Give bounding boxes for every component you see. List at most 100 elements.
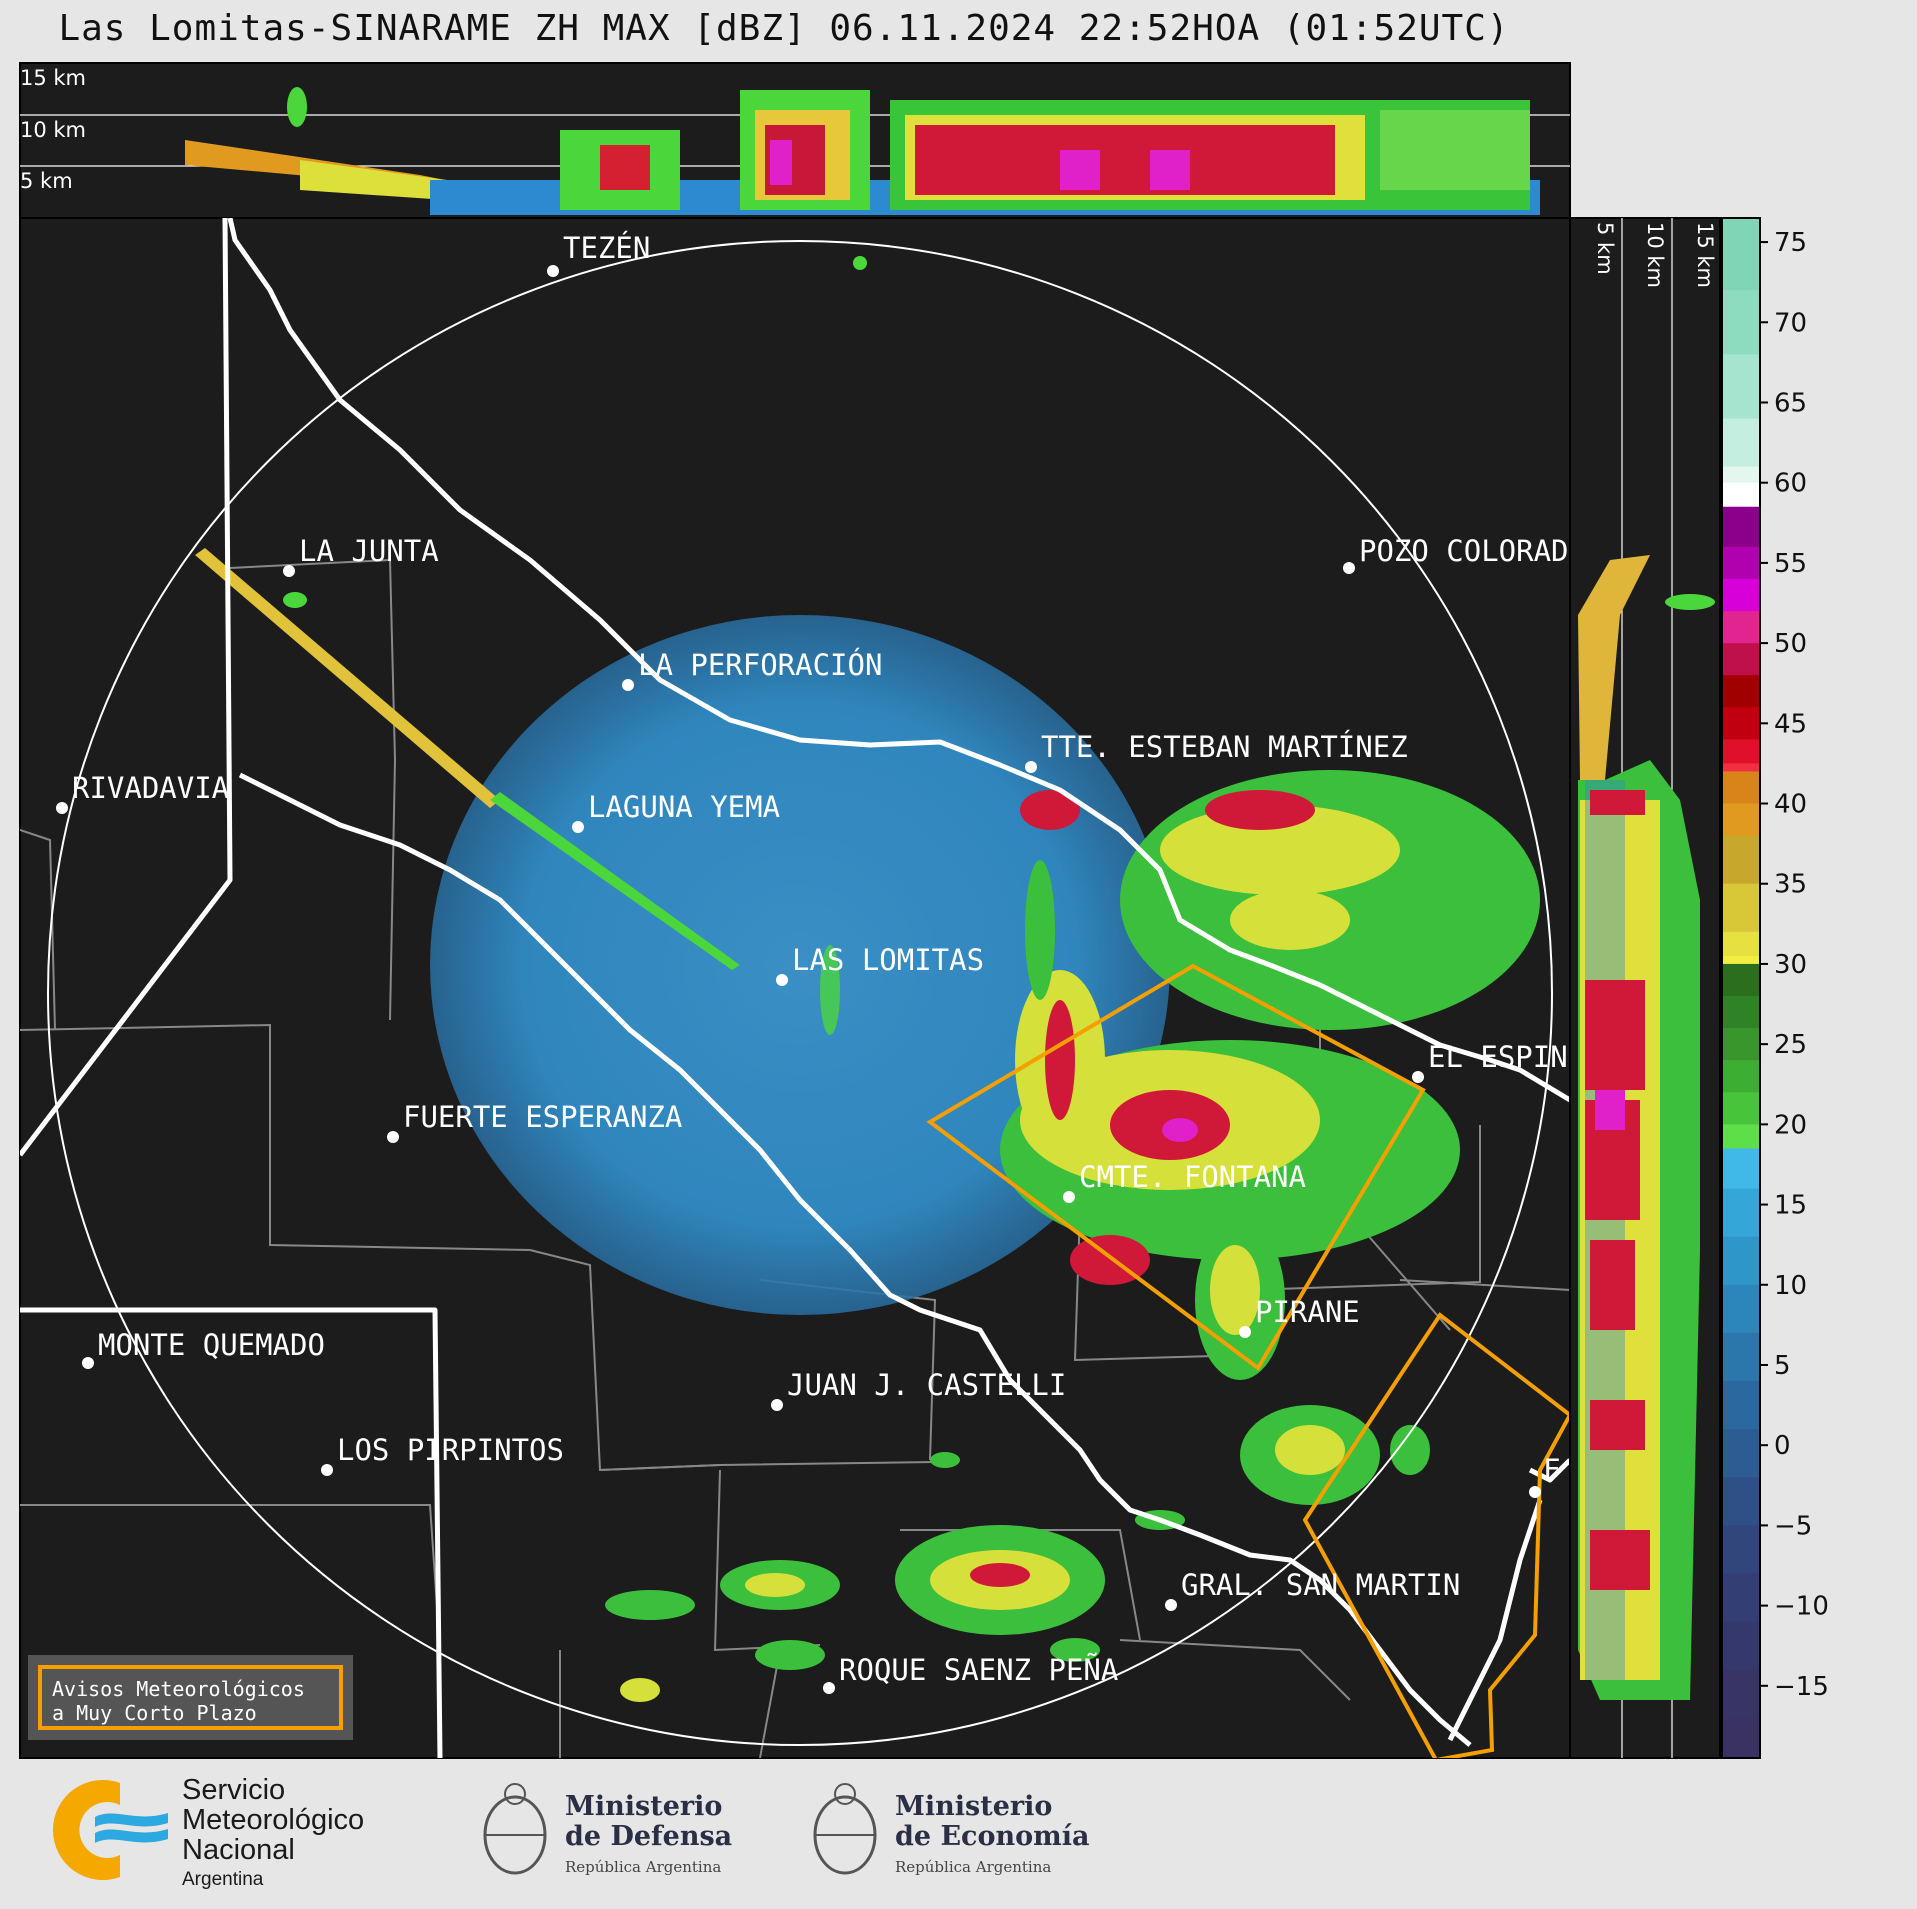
colorbar-segment: [1722, 1028, 1760, 1061]
map-title: Las Lomitas-SINARAME ZH MAX [dBZ] 06.11.…: [58, 8, 1510, 49]
colorbar-tick-label: 65: [1774, 388, 1807, 418]
place-dot: [321, 1464, 333, 1476]
colorbar-tick-label: −15: [1774, 1672, 1829, 1702]
colorbar-segment: [1722, 218, 1760, 291]
warning-polygon-2: [1302, 1312, 1570, 1758]
place-label: POZO COLORAD: [1359, 534, 1569, 568]
smn-logo: Servicio Meteorológico Nacional Argentin…: [50, 1774, 420, 1890]
colorbar-segment: [1722, 1060, 1760, 1093]
colorbar-segment: [1722, 546, 1760, 580]
colorbar-segment: [1722, 643, 1760, 676]
colorbar-segment: [1722, 466, 1760, 484]
colorbar-segment: [1722, 739, 1760, 764]
colorbar-segment: [1722, 418, 1760, 468]
colorbar-segment: [1722, 1236, 1760, 1286]
colorbar-segment: [1722, 955, 1760, 965]
colorbar-segment: [1722, 883, 1760, 933]
colorbar-tick-label: −10: [1774, 1592, 1829, 1622]
colorbar-segment: [1722, 763, 1760, 772]
economia-line2: de Economía: [895, 1821, 1090, 1852]
place-label: FUERTE ESPERANZA: [403, 1100, 682, 1134]
colorbar-segment: [1722, 1284, 1760, 1334]
place-label: CMTE. FONTANA: [1079, 1160, 1306, 1194]
colorbar-tick-label: 70: [1774, 308, 1807, 338]
warnings-legend: Avisos Meteorológicos a Muy Corto Plazo: [28, 1655, 353, 1740]
place-dot: [56, 802, 68, 814]
defensa-line1: Ministerio: [565, 1791, 723, 1822]
colorbar-tick-label: 60: [1774, 469, 1807, 499]
place-dot: [387, 1131, 399, 1143]
place-label: MONTE QUEMADO: [98, 1328, 325, 1362]
smn-line2: Meteorológico: [182, 1804, 365, 1836]
coat-of-arms-icon: [483, 1783, 547, 1875]
radar-map: TEZÉN LA JUNTA POZO COLORAD LA PERFORACI…: [19, 217, 1571, 1759]
colorbar-segment: [1722, 578, 1760, 612]
colorbar-tick-label: 5: [1774, 1351, 1791, 1381]
side-alt-label-15: 15 km: [1693, 222, 1717, 288]
economia-line1: Ministerio: [895, 1791, 1053, 1822]
colorbar-segment: [1722, 506, 1760, 548]
place-dot: [283, 565, 295, 577]
defensa-line3: República Argentina: [565, 1858, 722, 1876]
colorbar-segment: [1722, 803, 1760, 837]
warning-polygon-1: [926, 963, 1426, 1371]
place-dot: [1165, 1599, 1177, 1611]
colorbar-tick-label: 0: [1774, 1431, 1791, 1461]
place-dot: [82, 1357, 94, 1369]
warnings-legend-line2: a Muy Corto Plazo: [52, 1701, 257, 1725]
colorbar-segment: [1722, 1429, 1760, 1478]
warnings-legend-line1: Avisos Meteorológicos: [52, 1677, 305, 1701]
colorbar-segment: [1722, 354, 1760, 420]
colorbar-segment: [1722, 1477, 1760, 1526]
side-alt-label-10: 10 km: [1643, 222, 1667, 288]
colorbar-segment: [1722, 1148, 1760, 1190]
coat-of-arms-icon: [813, 1783, 877, 1875]
colorbar-tick-label: 25: [1774, 1030, 1807, 1060]
place-dot: [776, 974, 788, 986]
place-label: JUAN J. CASTELLI: [787, 1368, 1066, 1402]
place-label: TTE. ESTEBAN MARTÍNEZ: [1041, 730, 1408, 764]
colorbar-segment: [1722, 1669, 1760, 1719]
colorbar-tick-label: 30: [1774, 950, 1807, 980]
place-dot: [1529, 1486, 1541, 1498]
colorbar-tick-label: 50: [1774, 629, 1807, 659]
place-dot: [771, 1399, 783, 1411]
place-label: LA JUNTA: [299, 534, 439, 568]
storm-echoes: [283, 256, 1540, 1702]
place-dot: [1239, 1326, 1251, 1338]
smn-line1: Servicio: [182, 1774, 286, 1806]
smn-line4: Argentina: [182, 1869, 264, 1890]
place-dot: [547, 265, 559, 277]
place-dot: [1025, 761, 1037, 773]
place-label: LAS LOMITAS: [792, 943, 984, 977]
place-label: EL ESPIN: [1428, 1040, 1568, 1074]
side-alt-label-5: 5 km: [1593, 222, 1617, 275]
place-dot: [1412, 1071, 1424, 1083]
colorbar-segment: [1722, 1525, 1760, 1575]
colorbar-tick-label: 20: [1774, 1110, 1807, 1140]
colorbar-tick-label: 10: [1774, 1271, 1807, 1301]
place-label: F: [1543, 1453, 1560, 1487]
colorbar-segment: [1722, 1621, 1760, 1671]
place-dot: [622, 679, 634, 691]
colorbar-segment: [1722, 1092, 1760, 1125]
smn-line3: Nacional: [182, 1834, 295, 1866]
colorbar-tick-label: 75: [1774, 228, 1807, 258]
colorbar-segment: [1722, 1381, 1760, 1430]
top-alt-label-5: 5 km: [20, 169, 73, 193]
place-label: TEZÉN: [563, 231, 650, 265]
place-dot: [572, 821, 584, 833]
echo-light: [430, 615, 1170, 1315]
colorbar-tick-label: 40: [1774, 790, 1807, 820]
colorbar-tick-label: 45: [1774, 709, 1807, 739]
top-altitude-panel: 15 km 10 km 5 km: [19, 62, 1571, 219]
place-dot: [1343, 562, 1355, 574]
colorbar-tick-label: 55: [1774, 549, 1807, 579]
colorbar-segment: [1722, 482, 1760, 508]
place-label: PIRANE: [1255, 1295, 1360, 1329]
colorbar-segment: [1722, 675, 1760, 708]
place-dot: [823, 1682, 835, 1694]
colorbar-tick-label: 15: [1774, 1191, 1807, 1221]
